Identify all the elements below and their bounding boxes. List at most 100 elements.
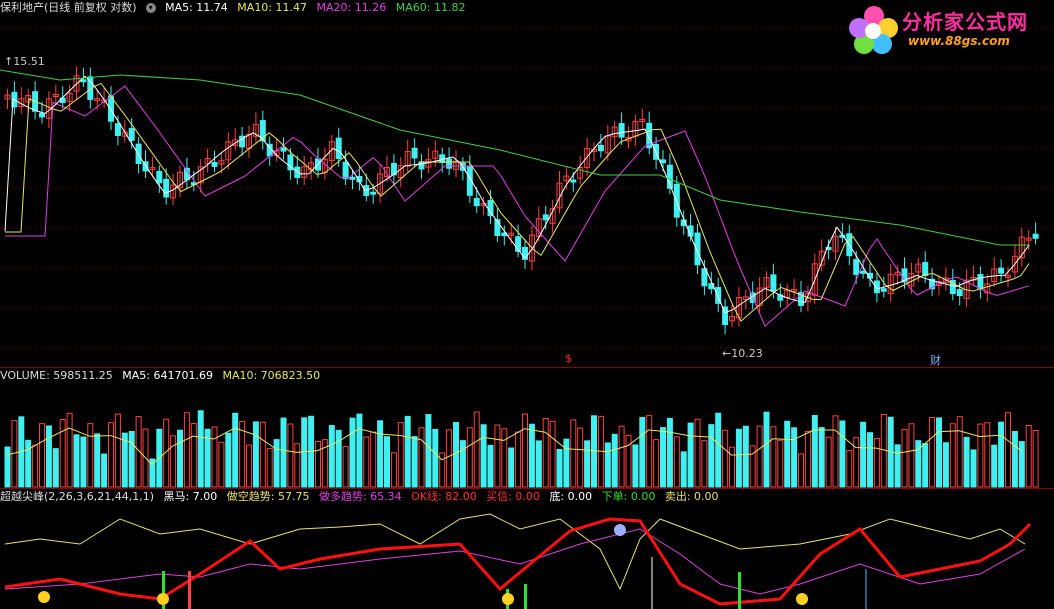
candle	[701, 268, 708, 287]
candle	[860, 270, 867, 274]
settings-icon[interactable]: ▾	[145, 3, 156, 13]
volume-bars[interactable]	[0, 368, 1054, 488]
stock-title[interactable]: 保利地产(日线 前复权 对数)	[0, 1, 137, 14]
volume-bar	[777, 439, 784, 488]
candle	[611, 126, 618, 138]
event-marker-s[interactable]: $	[565, 352, 572, 365]
volume-bar	[846, 450, 853, 488]
volume-bar	[901, 428, 908, 488]
volume-bar	[128, 431, 135, 488]
candle	[252, 123, 259, 137]
candle	[280, 147, 287, 152]
volume-bar	[873, 437, 880, 488]
indicator-lines[interactable]	[0, 489, 1054, 609]
volume-bar	[377, 420, 384, 488]
event-marker-cai[interactable]: 财	[930, 354, 941, 367]
candlestick-chart[interactable]	[0, 0, 1054, 366]
candle	[259, 120, 266, 142]
candle	[556, 182, 563, 209]
volume-bar	[825, 436, 832, 488]
candle	[798, 292, 804, 306]
candle	[197, 166, 204, 184]
candle	[287, 154, 294, 171]
candle	[742, 296, 749, 300]
flower-logo-icon	[849, 6, 898, 54]
volume-bar	[487, 444, 494, 488]
indicator-header: 超越尖峰(2,26,3,6,21,44,1,1) 黑马: 7.00 做空趋势: …	[0, 490, 725, 504]
volume-bar	[763, 411, 770, 488]
volume-chart-pane[interactable]: VOLUME: 598511.25 MA5: 641701.69 MA10: 7…	[0, 367, 1054, 488]
candle	[25, 95, 32, 103]
candle	[880, 288, 887, 292]
candle	[218, 160, 225, 165]
candle	[87, 76, 94, 100]
volume-bar	[570, 419, 577, 488]
volume-bar	[729, 446, 735, 488]
volume-bar	[280, 417, 287, 488]
volume-bar	[749, 445, 756, 488]
price-header: 保利地产(日线 前复权 对数) ▾ MA5: 11.74 MA10: 11.47 …	[0, 1, 471, 15]
volume-bar	[991, 444, 998, 488]
high-price-label: ↑15.51	[4, 55, 45, 68]
volume-bar	[591, 415, 597, 488]
candle	[377, 173, 384, 195]
candle	[998, 267, 1005, 274]
volume-bar	[66, 412, 73, 488]
candle	[832, 235, 839, 252]
volume-bar	[32, 444, 39, 488]
volume-bar	[646, 415, 653, 488]
candle	[901, 268, 908, 283]
volume-bar	[867, 432, 873, 488]
volume-bar	[694, 418, 701, 488]
volume-bar	[480, 424, 487, 488]
volume-bar	[542, 418, 549, 488]
candle	[770, 274, 777, 292]
candle	[294, 166, 301, 178]
volume-bar	[853, 437, 860, 488]
volume-bar	[135, 416, 142, 488]
maichu-readout: 卖出: 0.00	[664, 490, 719, 503]
ok-readout: OK线: 82.00	[411, 490, 477, 503]
candle	[522, 246, 528, 260]
volume-bar	[625, 434, 632, 488]
smile-icon	[796, 593, 808, 605]
candle	[163, 178, 170, 198]
volume-bar	[52, 448, 59, 488]
smile-icon	[502, 593, 514, 605]
volume-bar	[832, 415, 839, 488]
candle	[73, 75, 80, 92]
volume-bar	[439, 452, 446, 488]
candle	[177, 171, 183, 188]
candle	[887, 273, 894, 295]
volume-bar	[894, 444, 901, 488]
volume-bar	[860, 421, 867, 488]
volume-bar	[142, 428, 149, 488]
volume-bar	[1025, 425, 1032, 488]
candle	[694, 232, 701, 266]
candle	[142, 161, 149, 172]
volume-bar	[984, 422, 991, 488]
indicator-name[interactable]: 超越尖峰(2,26,3,6,21,44,1,1)	[0, 490, 155, 503]
candle	[411, 147, 418, 159]
indicator-chart-pane[interactable]: 超越尖峰(2,26,3,6,21,44,1,1) 黑马: 7.00 做空趋势: …	[0, 488, 1054, 609]
price-chart-pane[interactable]: 保利地产(日线 前复权 对数) ▾ MA5: 11.74 MA10: 11.47 …	[0, 0, 1054, 367]
candle	[66, 92, 73, 102]
volume-bar	[108, 422, 114, 488]
signal-bar	[738, 572, 741, 609]
volume-bar	[639, 416, 646, 488]
candle	[80, 79, 87, 83]
volume-bar	[80, 436, 87, 488]
candle	[936, 281, 942, 286]
volume-bar	[73, 434, 80, 488]
candle	[128, 128, 135, 141]
candle	[577, 167, 584, 179]
volume-bar	[114, 413, 121, 488]
volume-bar	[970, 449, 977, 488]
logo-title: 分析家公式网	[902, 10, 1028, 34]
candle	[915, 263, 922, 273]
smile-icon	[157, 593, 169, 605]
ma10-readout: MA10: 11.47	[237, 1, 308, 14]
ma20-line	[5, 85, 1030, 327]
volume-bar	[45, 425, 52, 488]
volume-bar	[59, 418, 66, 488]
